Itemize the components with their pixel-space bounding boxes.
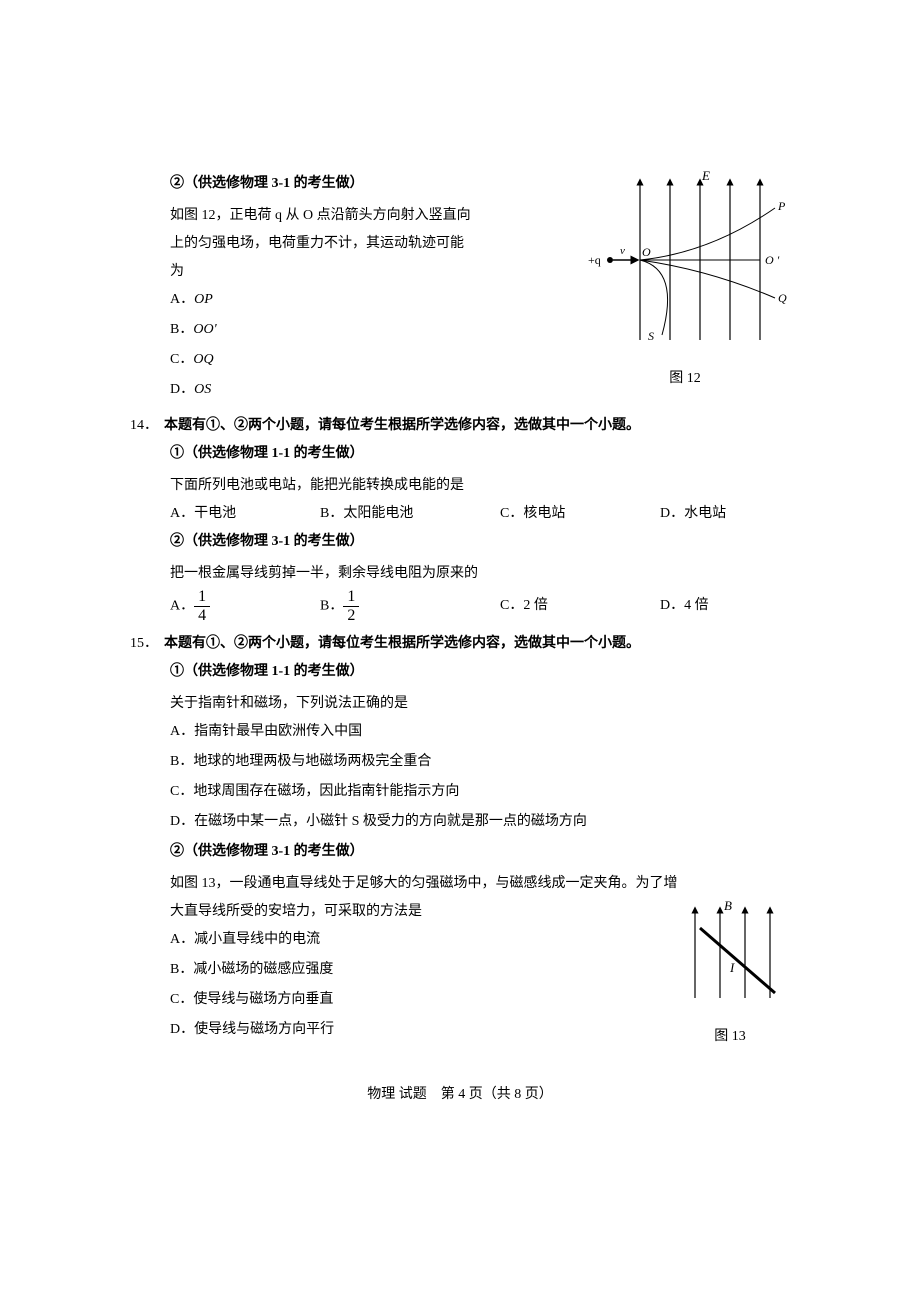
label-E: E (701, 170, 710, 183)
q15-sub2-header: ②（供选修物理 3-1 的考生做） (170, 838, 790, 866)
q14-head: 本题有①、②两个小题，请每位考生根据所学选修内容，选做其中一个小题。 (164, 418, 640, 433)
option-C: C．地球周围存在磁场，因此指南针能指示方向 (170, 778, 790, 806)
option-A: A．14 (170, 588, 300, 624)
q14-sub1-options: A．干电池 B．太阳能电池 C．核电站 D．水电站 (170, 500, 790, 528)
page-footer: 物理 试题 第 4 页（共 8 页） (130, 1081, 790, 1109)
svg-text:S: S (648, 329, 654, 343)
figure-12-label: 图 12 (580, 365, 790, 393)
figure-13-label: 图 13 (670, 1023, 790, 1051)
option-A: A．干电池 (170, 500, 300, 528)
figure-12-svg: E +q v O O ′ P Q S (580, 170, 790, 350)
q14-sub1-header: ①（供选修物理 1-1 的考生做） (170, 440, 790, 468)
option-B: B．太阳能电池 (320, 500, 480, 528)
q14-sub2-stem: 把一根金属导线剪掉一半，剩余导线电阻为原来的 (170, 560, 790, 588)
q14-sub2-options: A．14 B．12 C．2 倍 D．4 倍 (170, 588, 790, 624)
q15-head: 本题有①、②两个小题，请每位考生根据所学选修内容，选做其中一个小题。 (164, 636, 640, 651)
q15-sub1-stem: 关于指南针和磁场，下列说法正确的是 (170, 690, 790, 718)
option-B: B．12 (320, 588, 480, 624)
question-14: 14． 本题有①、②两个小题，请每位考生根据所学选修内容，选做其中一个小题。 ①… (130, 412, 790, 624)
option-D: D．4 倍 (660, 592, 709, 620)
svg-text:B: B (724, 898, 732, 913)
option-B: B．地球的地理两极与地磁场两极完全重合 (170, 748, 790, 776)
question-15: 15． 本题有①、②两个小题，请每位考生根据所学选修内容，选做其中一个小题。 ①… (130, 630, 790, 1051)
svg-text:Q: Q (778, 291, 787, 305)
svg-text:v: v (620, 245, 625, 257)
q14-sub1-stem: 下面所列电池或电站，能把光能转换成电能的是 (170, 472, 790, 500)
option-C: C．2 倍 (500, 592, 640, 620)
svg-text:O: O (642, 245, 651, 259)
q15-sub1-header: ①（供选修物理 1-1 的考生做） (170, 658, 790, 686)
figure-12-container: E +q v O O ′ P Q S 图 12 (580, 170, 790, 393)
q14-sub2-header: ②（供选修物理 3-1 的考生做） (170, 528, 790, 556)
svg-text:I: I (729, 960, 735, 975)
figure-13-svg: B I (670, 898, 790, 1008)
svg-text:O ′: O ′ (765, 253, 780, 267)
q15-num: 15． (130, 630, 160, 658)
figure-13-container: B I 图 13 (670, 898, 790, 1051)
svg-text:P: P (777, 199, 786, 213)
svg-text:+q: +q (588, 253, 601, 267)
option-C: C．核电站 (500, 500, 640, 528)
q14-num: 14． (130, 412, 160, 440)
question-13-sub2: E +q v O O ′ P Q S 图 12 ②（供选修物理 3-1 的考生做… (130, 170, 790, 406)
option-D: D．水电站 (660, 500, 726, 528)
option-D: D．在磁场中某一点，小磁针 S 极受力的方向就是那一点的磁场方向 (170, 808, 790, 836)
q15-sub1-options: A．指南针最早由欧洲传入中国 B．地球的地理两极与地磁场两极完全重合 C．地球周… (170, 718, 790, 836)
q15-sub2-stem-l1: 如图 13，一段通电直导线处于足够大的匀强磁场中，与磁感线成一定夹角。为了增 (170, 870, 790, 898)
option-A: A．指南针最早由欧洲传入中国 (170, 718, 790, 746)
